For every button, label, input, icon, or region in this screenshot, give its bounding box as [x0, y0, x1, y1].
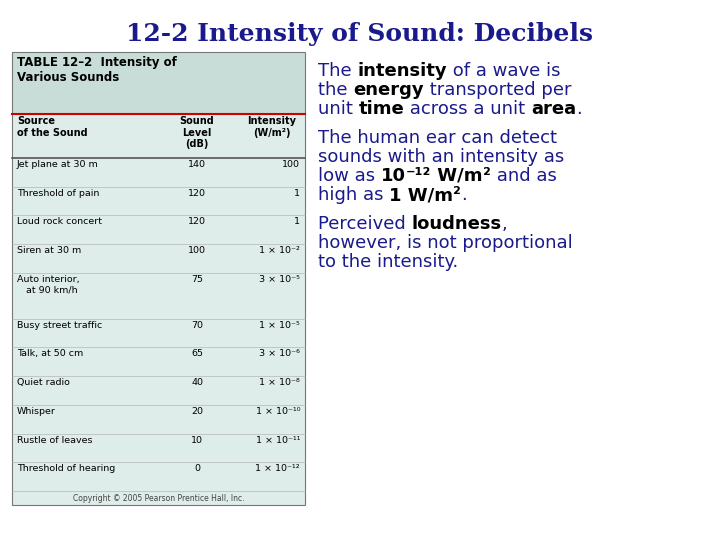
Text: Threshold of hearing: Threshold of hearing — [17, 464, 115, 473]
Text: Quiet radio: Quiet radio — [17, 378, 70, 387]
Text: ²: ² — [454, 186, 461, 204]
Text: intensity: intensity — [357, 62, 447, 80]
Text: 1 × 10⁻¹²: 1 × 10⁻¹² — [256, 464, 300, 473]
Text: 1 × 10⁻¹⁰: 1 × 10⁻¹⁰ — [256, 407, 300, 416]
Text: the: the — [318, 81, 354, 99]
Text: low as: low as — [318, 167, 381, 185]
Text: 3 × 10⁻⁵: 3 × 10⁻⁵ — [259, 275, 300, 284]
Text: Busy street traffic: Busy street traffic — [17, 321, 102, 330]
Text: Threshold of pain: Threshold of pain — [17, 188, 99, 198]
Text: 3 × 10⁻⁶: 3 × 10⁻⁶ — [259, 349, 300, 359]
Text: high as: high as — [318, 186, 390, 204]
Text: 12-2 Intensity of Sound: Decibels: 12-2 Intensity of Sound: Decibels — [127, 22, 593, 46]
Text: Whisper: Whisper — [17, 407, 56, 416]
Text: 120: 120 — [188, 188, 206, 198]
Text: 10: 10 — [191, 436, 203, 444]
Text: Auto interior,
   at 90 km/h: Auto interior, at 90 km/h — [17, 275, 80, 294]
Text: loudness: loudness — [412, 215, 502, 233]
Text: 65: 65 — [191, 349, 203, 359]
Text: W/m: W/m — [431, 167, 482, 185]
Text: sounds with an intensity as: sounds with an intensity as — [318, 148, 564, 166]
Text: however, is not proportional: however, is not proportional — [318, 234, 572, 252]
Text: Sound
Level
(dB): Sound Level (dB) — [179, 116, 215, 149]
Text: .: . — [461, 186, 467, 204]
Text: The: The — [318, 62, 357, 80]
Text: Intensity
(W/m²): Intensity (W/m²) — [248, 116, 297, 138]
Text: 1 × 10⁻¹¹: 1 × 10⁻¹¹ — [256, 436, 300, 444]
Text: 70: 70 — [191, 321, 203, 330]
Bar — [12, 114, 305, 505]
Text: time: time — [359, 100, 405, 118]
Text: 1 W/m: 1 W/m — [390, 186, 454, 204]
Text: 120: 120 — [188, 218, 206, 226]
Text: Jet plane at 30 m: Jet plane at 30 m — [17, 160, 99, 169]
Text: Source
of the Sound: Source of the Sound — [17, 116, 88, 138]
Text: 1 × 10⁻⁸: 1 × 10⁻⁸ — [259, 378, 300, 387]
Text: ,: , — [502, 215, 508, 233]
Text: 0: 0 — [194, 464, 200, 473]
Text: across a unit: across a unit — [405, 100, 531, 118]
Text: and as: and as — [490, 167, 557, 185]
Text: 1: 1 — [294, 188, 300, 198]
Text: Perceived: Perceived — [318, 215, 412, 233]
Text: transported per: transported per — [424, 81, 572, 99]
Bar — [12, 52, 305, 505]
Text: ²: ² — [482, 167, 490, 185]
Text: 1: 1 — [294, 218, 300, 226]
Text: area: area — [531, 100, 577, 118]
Text: 40: 40 — [191, 378, 203, 387]
Text: TABLE 12–2  Intensity of
Various Sounds: TABLE 12–2 Intensity of Various Sounds — [17, 56, 177, 84]
Text: 10: 10 — [381, 167, 406, 185]
Text: ⁻¹²: ⁻¹² — [406, 167, 431, 185]
Text: 20: 20 — [191, 407, 203, 416]
Text: Loud rock concert: Loud rock concert — [17, 218, 102, 226]
Text: The human ear can detect: The human ear can detect — [318, 129, 557, 147]
Text: Copyright © 2005 Pearson Prentice Hall, Inc.: Copyright © 2005 Pearson Prentice Hall, … — [73, 494, 244, 503]
Text: 140: 140 — [188, 160, 206, 169]
Text: Siren at 30 m: Siren at 30 m — [17, 246, 81, 255]
Text: 1 × 10⁻²: 1 × 10⁻² — [259, 246, 300, 255]
Text: Rustle of leaves: Rustle of leaves — [17, 436, 92, 444]
Text: 1 × 10⁻⁵: 1 × 10⁻⁵ — [259, 321, 300, 330]
Text: .: . — [577, 100, 582, 118]
Bar — [12, 52, 305, 114]
Text: Talk, at 50 cm: Talk, at 50 cm — [17, 349, 84, 359]
Text: of a wave is: of a wave is — [447, 62, 560, 80]
Text: to the intensity.: to the intensity. — [318, 253, 458, 271]
Text: unit: unit — [318, 100, 359, 118]
Text: energy: energy — [354, 81, 424, 99]
Text: 100: 100 — [282, 160, 300, 169]
Text: 100: 100 — [188, 246, 206, 255]
Text: 75: 75 — [191, 275, 203, 284]
